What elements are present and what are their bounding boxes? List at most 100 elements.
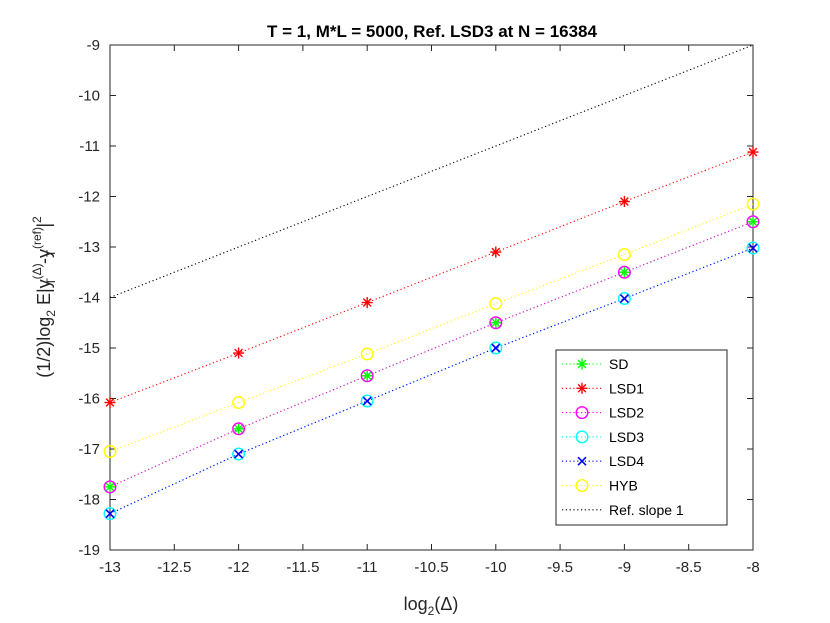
x-tick-label: -11 [357,559,378,576]
data-point-sd [490,317,502,329]
data-point-lsd2 [360,369,374,383]
data-point-lsd4 [619,293,629,304]
data-point-lsd1 [618,196,630,208]
y-tick-label: -10 [78,88,100,105]
legend-label-lsd4: LSD4 [609,453,644,469]
y-tick-label: -9 [87,37,100,54]
data-point-lsd1-stroke [748,147,758,157]
data-point-lsd2 [617,265,631,279]
x-tick-label: -12.5 [157,559,191,576]
data-point-hyb [489,297,503,311]
data-point-lsd4-stroke [362,396,372,406]
x-tick-label: -10 [485,559,507,576]
data-point-lsd4-stroke [619,293,629,304]
data-point-sd-stroke [362,371,372,381]
x-axis-label: log2(Δ) [404,594,459,618]
data-point-sd [747,216,759,228]
data-point-hyb [617,248,631,262]
data-point-lsd1 [490,246,502,258]
data-point-lsd1 [233,347,245,359]
data-point-lsd4-stroke [491,343,501,353]
data-point-lsd4-stroke [234,449,244,459]
legend-label-lsd1: LSD1 [609,380,644,396]
series-line-hyb [109,203,754,453]
data-point-hyb [232,396,246,410]
data-point-sd [233,423,245,435]
x-tick-label: -10.5 [414,559,448,576]
x-tick-label: -13 [99,559,121,576]
y-axis-label: (1/2)log2 E|y(Δ)T-y(ref)T|2 [30,216,58,378]
data-point-sd [618,266,630,278]
legend-marker-lsd1 [576,382,588,394]
legend-box [555,349,728,526]
y-tick-label: -18 [78,492,100,509]
x-tick-label: -8.5 [676,559,702,576]
data-point-lsd1-stroke [620,197,629,206]
data-point-lsd2 [746,215,760,229]
series-lines [109,44,754,515]
x-tick-label: -9 [618,559,631,576]
x-tick-label: -9.5 [547,559,573,576]
legend-label-sd: SD [609,356,628,372]
legend-marker-lsd2 [575,406,589,420]
y-tick-label: -14 [78,290,100,307]
data-point-sd-stroke [105,482,115,492]
data-point-lsd1-stroke [234,348,243,358]
data-point-lsd4 [748,243,758,253]
data-point-sd [361,370,373,382]
data-point-hyb [746,197,760,211]
legend-label-ref-slope-1: Ref. slope 1 [609,502,684,518]
data-point-lsd4 [234,449,244,459]
data-point-lsd3 [232,447,246,461]
data-point-lsd1-stroke [105,398,115,407]
x-tick-label: -12 [228,559,250,576]
data-point-lsd1-stroke [362,298,372,307]
data-point-lsd3 [489,341,503,355]
data-point-sd-stroke [234,424,243,434]
legend-label-lsd2: LSD2 [609,405,644,421]
legend-marker-lsd4 [577,456,587,466]
legend-label-lsd3: LSD3 [609,429,644,445]
data-point-lsd1 [104,397,116,409]
legend-marker-hyb [575,479,589,493]
legend-marker-lsd1-stroke [577,383,587,393]
data-point-lsd2 [489,316,503,330]
y-tick-label: -12 [78,189,100,206]
legend-marker-lsd4-stroke [577,456,587,466]
y-tick-label: -17 [78,441,100,458]
x-tick-label: -8 [746,559,759,576]
series-line-lsd1 [109,151,754,404]
legend-marker-sd [576,358,588,370]
data-point-sd-stroke [491,318,501,328]
data-point-lsd3 [617,292,631,306]
data-point-lsd4 [105,509,115,519]
ticks: -13 -12.5 -12 -11.5 -11 -10.5 -10 -9.5 -9 -8.5 -8 -… [78,37,759,576]
data-point-lsd4-stroke [748,243,758,253]
data-point-lsd3 [103,507,117,521]
data-point-lsd1 [361,297,373,309]
y-tick-label: -15 [78,340,100,357]
series-line-lsd2 [109,221,754,488]
data-point-lsd1 [747,146,759,158]
data-point-lsd2 [103,480,117,494]
data-point-lsd1-stroke [491,247,501,257]
data-point-lsd4-stroke [105,509,115,519]
data-point-lsd2 [232,422,246,436]
series-line-ref-slope-1 [109,44,754,299]
x-tick-label: -11.5 [286,559,319,576]
chart-title: T = 1, M*L = 5000, Ref. LSD3 at N = 1638… [267,22,597,41]
data-point-lsd3 [360,394,374,408]
y-tick-label: -11 [79,138,100,155]
data-point-sd-stroke [748,217,758,227]
series-markers [103,146,760,521]
y-tick-label: -16 [78,391,100,408]
legend-label-hyb: HYB [609,478,638,494]
y-tick-label: -19 [78,542,100,559]
series-line-lsd4 [109,247,754,515]
data-point-lsd4 [362,396,372,406]
legend-marker-sd-stroke [577,359,587,369]
data-point-hyb [360,347,374,361]
data-point-hyb [103,445,117,459]
legend-marker-lsd3 [575,430,589,444]
